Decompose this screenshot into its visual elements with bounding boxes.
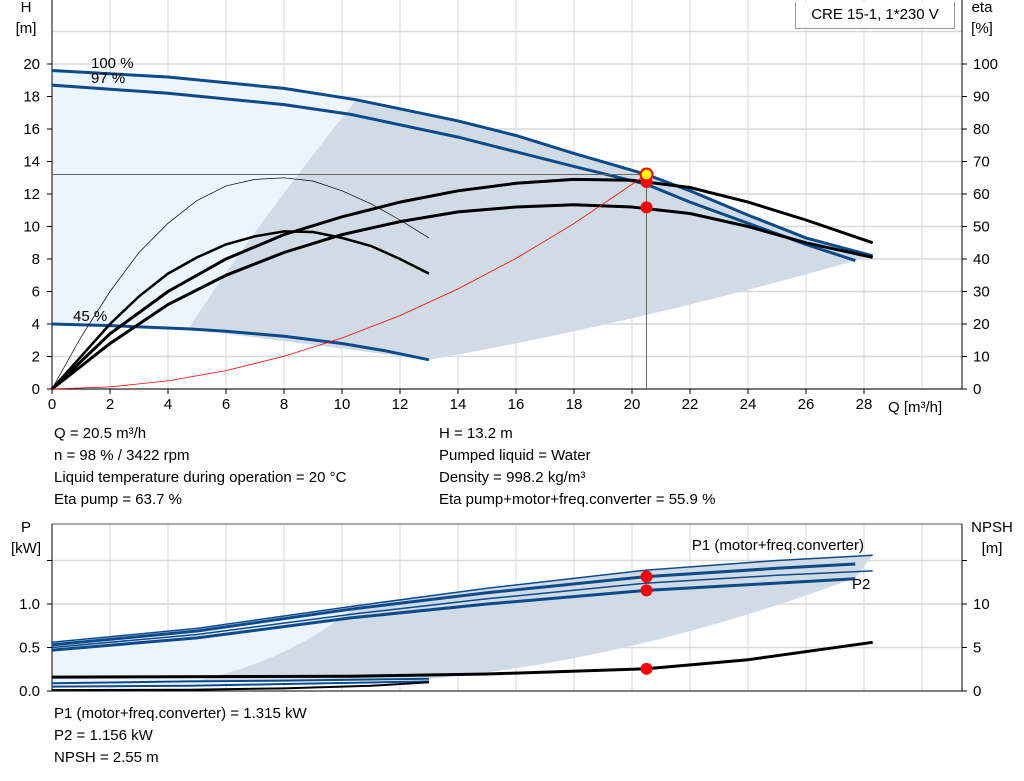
info-eta-pump: Eta pump = 63.7 %: [54, 491, 182, 508]
info-bottom: P1 (motor+freq.converter) = 1.315 kW P2 …: [54, 703, 307, 769]
x-tick-label: 12: [392, 396, 409, 413]
legend-p1: P1 (motor+freq.converter): [692, 537, 864, 554]
y-tick-label-h: 4: [32, 316, 40, 333]
y-tick-label-eta: 100: [973, 56, 998, 73]
y-axis-label-npsh-unit: [m]: [982, 540, 1003, 557]
info-liquid: Pumped liquid = Water: [439, 447, 591, 464]
y-tick-label-h: 6: [32, 284, 40, 301]
label-100-percent: 100 %: [91, 55, 134, 72]
y-tick-label-npsh: 0: [973, 683, 981, 700]
x-tick-label: 10: [334, 396, 351, 413]
y-tick-label-eta: 70: [973, 154, 990, 171]
label-45-percent: 45 %: [73, 308, 107, 325]
y-tick-label-eta: 50: [973, 219, 990, 236]
y-axis-label-eta-unit: [%]: [971, 20, 993, 37]
y-tick-label-h: 0: [32, 381, 40, 398]
x-tick-label: 20: [624, 396, 641, 413]
y-axis-label-eta: eta: [972, 0, 994, 16]
y-tick-label-h: 16: [23, 121, 40, 138]
y-tick-label-eta: 90: [973, 89, 990, 106]
y-tick-label-npsh: 10: [973, 596, 990, 613]
power-curve: [51, 554, 873, 644]
y-tick-label-h: 8: [32, 251, 40, 268]
y-tick-label-eta: 40: [973, 251, 990, 268]
operating-point: [639, 167, 654, 182]
y-tick-label-eta: 60: [973, 186, 990, 203]
qh-curve-100: [51, 69, 874, 258]
x-tick-label: 14: [450, 396, 467, 413]
x-tick-label: 28: [856, 396, 873, 413]
info-density: Density = 998.2 kg/m³: [439, 469, 586, 486]
y-axis-label-npsh: NPSH: [971, 519, 1013, 536]
x-tick-label: 16: [508, 396, 525, 413]
x-tick-label: 0: [48, 396, 56, 413]
info-npsh: NPSH = 2.55 m: [54, 749, 159, 766]
y-tick-label-h: 20: [23, 56, 40, 73]
y-tick-label-eta: 20: [973, 316, 990, 333]
info-top-left: Q = 20.5 m³/h n = 98 % / 3422 rpm Liquid…: [54, 423, 346, 511]
x-tick-label: 26: [798, 396, 815, 413]
system-curve: [51, 174, 647, 390]
y-tick-label-eta: 30: [973, 284, 990, 301]
info-head: H = 13.2 m: [439, 425, 513, 442]
x-tick-label: 22: [682, 396, 699, 413]
qh-curve-45: [51, 322, 430, 362]
y-axis-label-p: P: [21, 519, 31, 536]
p2-point: [640, 584, 653, 597]
y-tick-label-h: 14: [23, 154, 40, 171]
y-axis-label-h-unit: [m]: [16, 20, 37, 37]
info-temperature: Liquid temperature during operation = 20…: [54, 469, 347, 486]
y-tick-label-p: 0.0: [19, 683, 40, 700]
power-curve: [51, 562, 856, 647]
legend-p2: P2: [852, 576, 870, 593]
power-curve-45: [51, 680, 430, 688]
eta-curve-45: [51, 230, 430, 390]
x-tick-label: 18: [566, 396, 583, 413]
x-tick-label: 24: [740, 396, 757, 413]
y-tick-label-p: 0.5: [19, 640, 40, 657]
label-97-percent: 97 %: [91, 70, 125, 87]
y-tick-label-h: 2: [32, 349, 40, 366]
eta-curve: [50, 177, 874, 391]
y-tick-label-eta: 80: [973, 121, 990, 138]
eta-curve: [51, 203, 874, 391]
info-speed: n = 98 % / 3422 rpm: [54, 447, 190, 464]
info-flow: Q = 20.5 m³/h: [54, 425, 147, 442]
power-curve: [51, 570, 873, 649]
y-tick-label-h: 18: [23, 89, 40, 106]
npsh-curve: [51, 640, 873, 679]
envelope-operating-area: [188, 99, 873, 360]
y-axis-label-h: H: [21, 0, 32, 16]
info-top-right: H = 13.2 m Pumped liquid = Water Density…: [439, 423, 715, 511]
y-axis-label-p-unit: [kW]: [11, 540, 41, 557]
power-curve: [51, 577, 856, 652]
power-curve-45: [51, 677, 430, 685]
npsh-curve-45: [51, 681, 430, 692]
qh-curve-97: [51, 83, 856, 263]
y-tick-label-npsh: 5: [973, 640, 981, 657]
p1-point: [640, 570, 653, 583]
x-tick-label: 2: [106, 396, 114, 413]
x-axis-label: Q [m³/h]: [888, 399, 942, 416]
y-tick-label-p: 1.0: [19, 596, 40, 613]
x-tick-label: 8: [280, 396, 288, 413]
npsh-point: [640, 662, 653, 675]
y-tick-label-eta: 10: [973, 349, 990, 366]
y-tick-label-eta: 0: [973, 381, 981, 398]
eta-curve-45: [51, 177, 430, 390]
x-tick-label: 4: [164, 396, 172, 413]
y-tick-label-h: 10: [23, 219, 40, 236]
info-p2: P2 = 1.156 kW: [54, 727, 153, 744]
x-tick-label: 6: [222, 396, 230, 413]
pump-title: CRE 15-1, 1*230 V: [795, 2, 955, 29]
y-tick-label-h: 12: [23, 186, 40, 203]
eta-total-point: [640, 201, 653, 214]
info-p1: P1 (motor+freq.converter) = 1.315 kW: [54, 705, 307, 722]
info-eta-total: Eta pump+motor+freq.converter = 55.9 %: [439, 491, 716, 508]
